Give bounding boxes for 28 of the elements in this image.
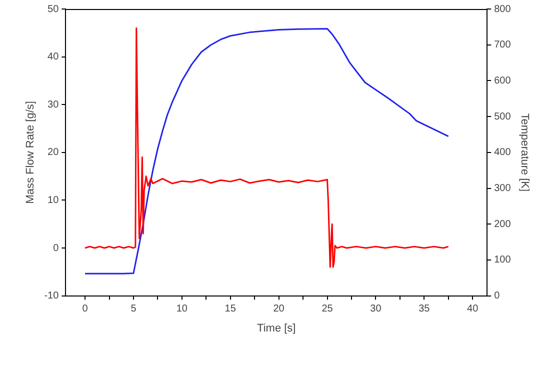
y2-tick-label: 100 <box>494 254 512 266</box>
y-tick-label: 50 <box>48 4 60 15</box>
y-axis-title: Mass Flow Rate [g/s] <box>24 101 37 204</box>
x-tick-label: 35 <box>418 304 430 315</box>
x-tick-label: 10 <box>176 304 188 315</box>
x-tick-label: 25 <box>322 304 334 315</box>
y2-tick-label: 800 <box>494 4 512 15</box>
y-tick-label: 20 <box>48 147 60 158</box>
y2-tick-label: 200 <box>494 218 512 230</box>
x-tick-label: 0 <box>82 304 88 315</box>
x-axis-title: Time [s] <box>257 322 296 334</box>
y-tick-label: 0 <box>53 242 60 254</box>
y2-tick-label: 600 <box>494 75 512 86</box>
y2-tick-label: 300 <box>494 183 512 194</box>
x-tick-label: 5 <box>130 304 137 315</box>
y-tick-label: 10 <box>48 194 60 206</box>
y2-axis-title: Temperature [K] <box>518 113 530 192</box>
x-tick-label: 30 <box>370 304 382 315</box>
y2-tick-label: 0 <box>494 290 500 302</box>
x-tick-label: 40 <box>467 304 479 315</box>
y-tick-label: 40 <box>48 52 60 63</box>
x-tick-label: 15 <box>224 304 236 315</box>
y2-tick-label: 400 <box>494 147 512 158</box>
y2-tick-label: 700 <box>494 40 512 51</box>
x-tick-label: 20 <box>273 304 285 315</box>
y-tick-label: -10 <box>44 290 60 302</box>
y-tick-label: 30 <box>48 99 60 110</box>
y2-tick-label: 500 <box>494 111 512 122</box>
